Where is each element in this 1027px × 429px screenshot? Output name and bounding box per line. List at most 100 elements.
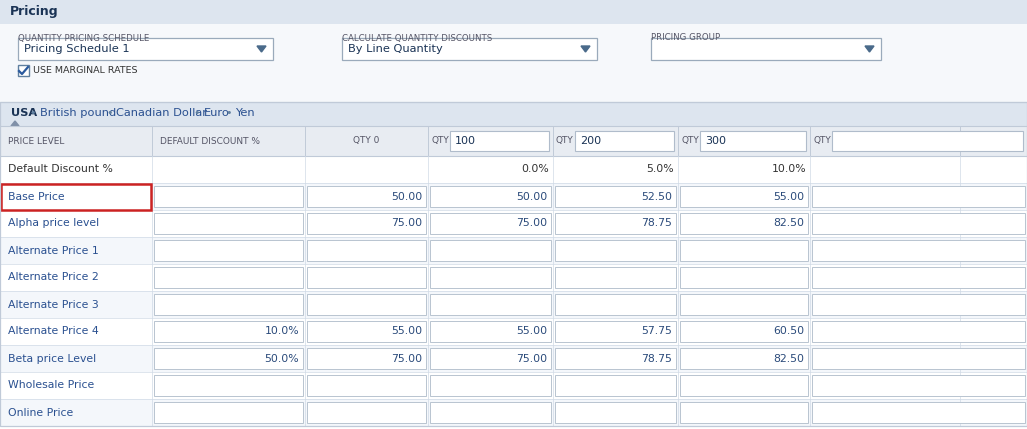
Bar bbox=[680, 213, 808, 234]
Text: 5.0%: 5.0% bbox=[646, 164, 674, 175]
Text: 82.50: 82.50 bbox=[773, 353, 804, 363]
Bar bbox=[0, 237, 1027, 264]
Bar bbox=[0, 126, 1027, 156]
Bar bbox=[307, 240, 426, 261]
Text: 75.00: 75.00 bbox=[391, 218, 422, 229]
Bar bbox=[555, 267, 676, 288]
Text: 78.75: 78.75 bbox=[641, 218, 672, 229]
Bar bbox=[832, 131, 1023, 151]
Text: Wholesale Price: Wholesale Price bbox=[8, 381, 94, 390]
Text: QUANTITY PRICING SCHEDULE: QUANTITY PRICING SCHEDULE bbox=[18, 33, 149, 42]
Text: •: • bbox=[193, 108, 200, 118]
Text: Online Price: Online Price bbox=[8, 408, 73, 417]
Bar bbox=[430, 348, 551, 369]
Bar bbox=[154, 375, 303, 396]
Bar bbox=[812, 375, 1025, 396]
Bar bbox=[812, 348, 1025, 369]
Bar bbox=[307, 294, 426, 315]
Bar bbox=[430, 213, 551, 234]
Bar bbox=[307, 321, 426, 342]
Text: QTY: QTY bbox=[813, 136, 831, 145]
Text: Base Price: Base Price bbox=[8, 191, 65, 202]
Bar bbox=[0, 291, 1027, 318]
Bar bbox=[430, 267, 551, 288]
Text: QTY: QTY bbox=[681, 136, 698, 145]
Polygon shape bbox=[865, 46, 874, 52]
Text: 75.00: 75.00 bbox=[516, 218, 547, 229]
Text: 300: 300 bbox=[705, 136, 726, 146]
Text: Canadian Dollar: Canadian Dollar bbox=[116, 108, 207, 118]
Text: 50.00: 50.00 bbox=[390, 191, 422, 202]
Text: •: • bbox=[107, 108, 113, 118]
Text: Euro: Euro bbox=[203, 108, 229, 118]
Text: PRICE LEVEL: PRICE LEVEL bbox=[8, 136, 65, 145]
Bar bbox=[0, 0, 1027, 24]
Text: British pound: British pound bbox=[39, 108, 116, 118]
Bar bbox=[555, 375, 676, 396]
Text: 82.50: 82.50 bbox=[773, 218, 804, 229]
Text: Beta price Level: Beta price Level bbox=[8, 353, 97, 363]
Polygon shape bbox=[11, 121, 20, 126]
Bar bbox=[307, 375, 426, 396]
Bar bbox=[430, 186, 551, 207]
Text: 57.75: 57.75 bbox=[641, 326, 672, 336]
Bar bbox=[812, 294, 1025, 315]
Bar bbox=[680, 348, 808, 369]
Bar bbox=[555, 294, 676, 315]
Bar bbox=[0, 264, 1027, 291]
Bar bbox=[0, 102, 1027, 126]
Bar bbox=[154, 321, 303, 342]
Bar bbox=[154, 186, 303, 207]
Bar bbox=[154, 348, 303, 369]
Bar bbox=[812, 267, 1025, 288]
Bar bbox=[307, 186, 426, 207]
Text: PRICING GROUP: PRICING GROUP bbox=[651, 33, 720, 42]
Bar bbox=[812, 402, 1025, 423]
Bar bbox=[680, 294, 808, 315]
Bar bbox=[0, 183, 1027, 210]
Bar bbox=[812, 321, 1025, 342]
Bar bbox=[154, 267, 303, 288]
Text: 52.50: 52.50 bbox=[641, 191, 672, 202]
Text: 100: 100 bbox=[455, 136, 476, 146]
Bar bbox=[18, 65, 29, 76]
Text: Pricing: Pricing bbox=[10, 6, 59, 18]
Text: Alpha price level: Alpha price level bbox=[8, 218, 100, 229]
Bar bbox=[812, 240, 1025, 261]
Text: Alternate Price 3: Alternate Price 3 bbox=[8, 299, 99, 309]
Text: Alternate Price 1: Alternate Price 1 bbox=[8, 245, 99, 256]
Text: 75.00: 75.00 bbox=[516, 353, 547, 363]
Bar bbox=[430, 402, 551, 423]
Text: Alternate Price 2: Alternate Price 2 bbox=[8, 272, 99, 283]
Text: DEFAULT DISCOUNT %: DEFAULT DISCOUNT % bbox=[160, 136, 260, 145]
Text: 10.0%: 10.0% bbox=[264, 326, 299, 336]
Text: 50.00: 50.00 bbox=[516, 191, 547, 202]
Text: 75.00: 75.00 bbox=[391, 353, 422, 363]
Bar bbox=[430, 321, 551, 342]
Bar bbox=[680, 240, 808, 261]
Bar bbox=[680, 402, 808, 423]
Bar bbox=[680, 267, 808, 288]
Bar bbox=[555, 348, 676, 369]
Text: •: • bbox=[30, 108, 36, 118]
Bar bbox=[555, 213, 676, 234]
Bar bbox=[154, 294, 303, 315]
Text: 55.00: 55.00 bbox=[773, 191, 804, 202]
Bar bbox=[430, 294, 551, 315]
Text: Yen: Yen bbox=[235, 108, 255, 118]
Bar bbox=[555, 240, 676, 261]
Bar bbox=[812, 213, 1025, 234]
Bar bbox=[307, 402, 426, 423]
Bar bbox=[555, 402, 676, 423]
Bar bbox=[450, 131, 549, 151]
Bar bbox=[0, 156, 1027, 183]
Bar bbox=[307, 348, 426, 369]
Text: QTY: QTY bbox=[431, 136, 449, 145]
Bar bbox=[307, 213, 426, 234]
Bar bbox=[342, 38, 597, 60]
Bar bbox=[680, 186, 808, 207]
Text: QTY: QTY bbox=[556, 136, 574, 145]
Polygon shape bbox=[581, 46, 589, 52]
Bar bbox=[680, 375, 808, 396]
Text: 55.00: 55.00 bbox=[516, 326, 547, 336]
